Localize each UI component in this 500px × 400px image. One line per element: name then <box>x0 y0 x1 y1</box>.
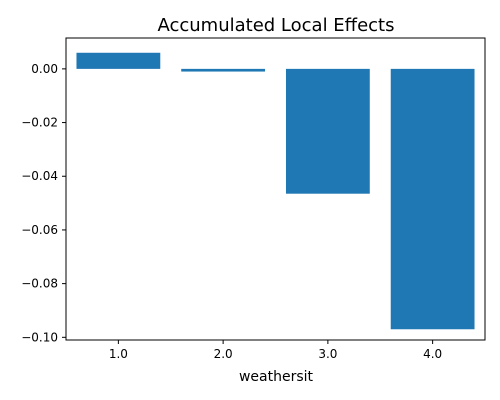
y-axis: 0.00 −0.02 −0.04 −0.06 −0.08 −0.10 <box>21 62 66 344</box>
y-tick-label: −0.02 <box>21 116 58 130</box>
bar-2.0 <box>181 68 266 72</box>
y-tick-label: −0.08 <box>21 277 58 291</box>
x-axis: 1.0 2.0 3.0 4.0 <box>109 340 442 361</box>
bar-1.0 <box>76 52 161 69</box>
x-tick-label: 3.0 <box>318 347 337 361</box>
y-tick-label: 0.00 <box>31 62 58 76</box>
plot-frame <box>65 37 486 341</box>
bars-group <box>76 52 475 330</box>
chart-title: Accumulated Local Effects <box>157 15 394 36</box>
y-tick-label: −0.06 <box>21 223 58 237</box>
x-tick-label: 1.0 <box>109 347 128 361</box>
x-tick-label: 2.0 <box>214 347 233 361</box>
y-tick-label: −0.10 <box>21 330 58 344</box>
bar-3.0 <box>285 68 370 194</box>
bar-4.0 <box>390 68 475 330</box>
x-tick-label: 4.0 <box>423 347 442 361</box>
x-axis-label: weathersit <box>239 369 314 385</box>
y-tick-label: −0.04 <box>21 169 58 183</box>
